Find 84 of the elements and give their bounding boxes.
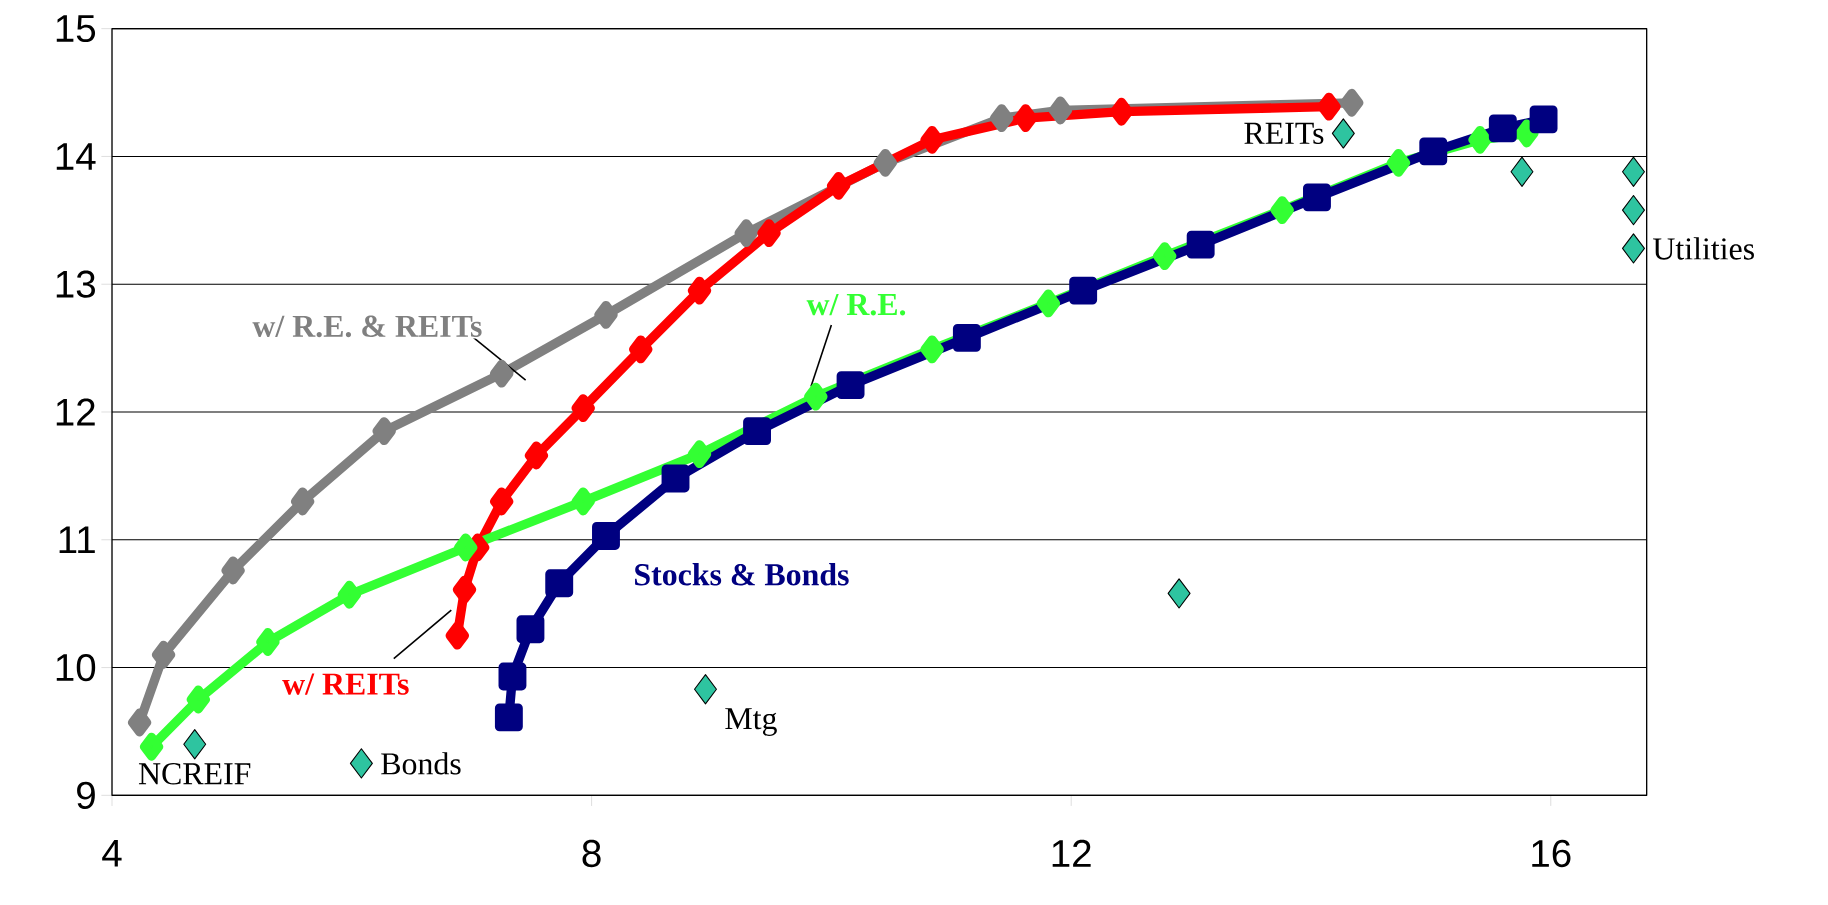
point bbox=[1468, 125, 1492, 154]
point bbox=[1036, 289, 1061, 318]
point bbox=[734, 219, 758, 247]
point bbox=[1529, 105, 1558, 134]
point bbox=[826, 171, 851, 200]
point bbox=[1515, 119, 1539, 148]
series-label: w/ REITs bbox=[282, 673, 409, 695]
point bbox=[1048, 96, 1073, 125]
point bbox=[256, 627, 280, 656]
point bbox=[571, 394, 595, 422]
point bbox=[661, 464, 690, 493]
point bbox=[151, 640, 176, 669]
point bbox=[139, 732, 164, 761]
point bbox=[1303, 183, 1331, 212]
annotation: Mtg bbox=[725, 707, 777, 736]
point bbox=[1386, 148, 1411, 177]
point bbox=[1186, 230, 1215, 259]
point bbox=[1622, 233, 1645, 264]
point bbox=[490, 359, 514, 388]
point bbox=[452, 575, 477, 604]
annotation: REITs bbox=[1244, 122, 1324, 144]
point bbox=[186, 685, 210, 714]
point bbox=[1488, 114, 1517, 143]
point bbox=[349, 748, 373, 779]
point bbox=[1331, 118, 1355, 149]
point bbox=[873, 148, 897, 177]
series-label: w/ R.E. bbox=[806, 293, 906, 316]
y-tick-label: 15 bbox=[56, 15, 96, 42]
point bbox=[952, 323, 981, 352]
series-label: w/ R.E. & REITs bbox=[252, 315, 482, 338]
point bbox=[1069, 276, 1098, 305]
x-tick-label: 4 bbox=[102, 839, 122, 867]
point bbox=[127, 708, 152, 737]
point bbox=[1622, 194, 1645, 226]
point bbox=[920, 125, 944, 154]
point bbox=[687, 276, 712, 305]
point bbox=[1109, 97, 1134, 126]
point bbox=[594, 300, 618, 329]
point bbox=[494, 703, 523, 732]
series-label: Stocks & Bonds bbox=[635, 562, 849, 586]
y-tick-label: 10 bbox=[56, 653, 96, 682]
point bbox=[454, 533, 478, 562]
point bbox=[183, 728, 207, 760]
point bbox=[990, 104, 1014, 132]
annotation: Utilities bbox=[1653, 237, 1754, 260]
y-tick-label: 12 bbox=[56, 398, 95, 426]
point bbox=[694, 673, 717, 705]
point bbox=[524, 441, 549, 470]
y-tick-label: 11 bbox=[59, 526, 95, 553]
point bbox=[372, 417, 396, 445]
point bbox=[490, 487, 514, 516]
point bbox=[1013, 104, 1038, 132]
y-tick-label: 9 bbox=[77, 781, 95, 809]
point bbox=[1270, 196, 1294, 224]
point bbox=[743, 417, 771, 445]
point bbox=[337, 580, 362, 609]
point bbox=[1622, 156, 1645, 187]
point bbox=[629, 335, 653, 364]
point bbox=[221, 556, 245, 585]
point bbox=[757, 219, 781, 247]
x-tick-label: 12 bbox=[1052, 839, 1091, 867]
point bbox=[592, 521, 620, 550]
point bbox=[1510, 156, 1534, 187]
annotation: NCREIF bbox=[138, 762, 251, 785]
annotation: Bonds bbox=[381, 752, 461, 775]
point bbox=[920, 335, 944, 364]
point bbox=[836, 371, 865, 399]
point bbox=[291, 487, 315, 516]
point bbox=[516, 615, 545, 644]
y-tick-label: 13 bbox=[56, 270, 95, 298]
point bbox=[1167, 578, 1191, 609]
y-tick-label: 14 bbox=[56, 143, 96, 170]
x-tick-label: 8 bbox=[582, 839, 601, 867]
point bbox=[571, 487, 595, 516]
point bbox=[687, 440, 712, 468]
point bbox=[445, 621, 469, 650]
x-tick-label: 16 bbox=[1532, 839, 1571, 867]
point bbox=[498, 662, 527, 691]
point bbox=[1317, 92, 1341, 121]
point bbox=[804, 382, 828, 411]
point bbox=[1419, 137, 1448, 166]
point bbox=[545, 569, 574, 598]
point bbox=[1340, 88, 1364, 117]
point bbox=[1153, 242, 1177, 270]
